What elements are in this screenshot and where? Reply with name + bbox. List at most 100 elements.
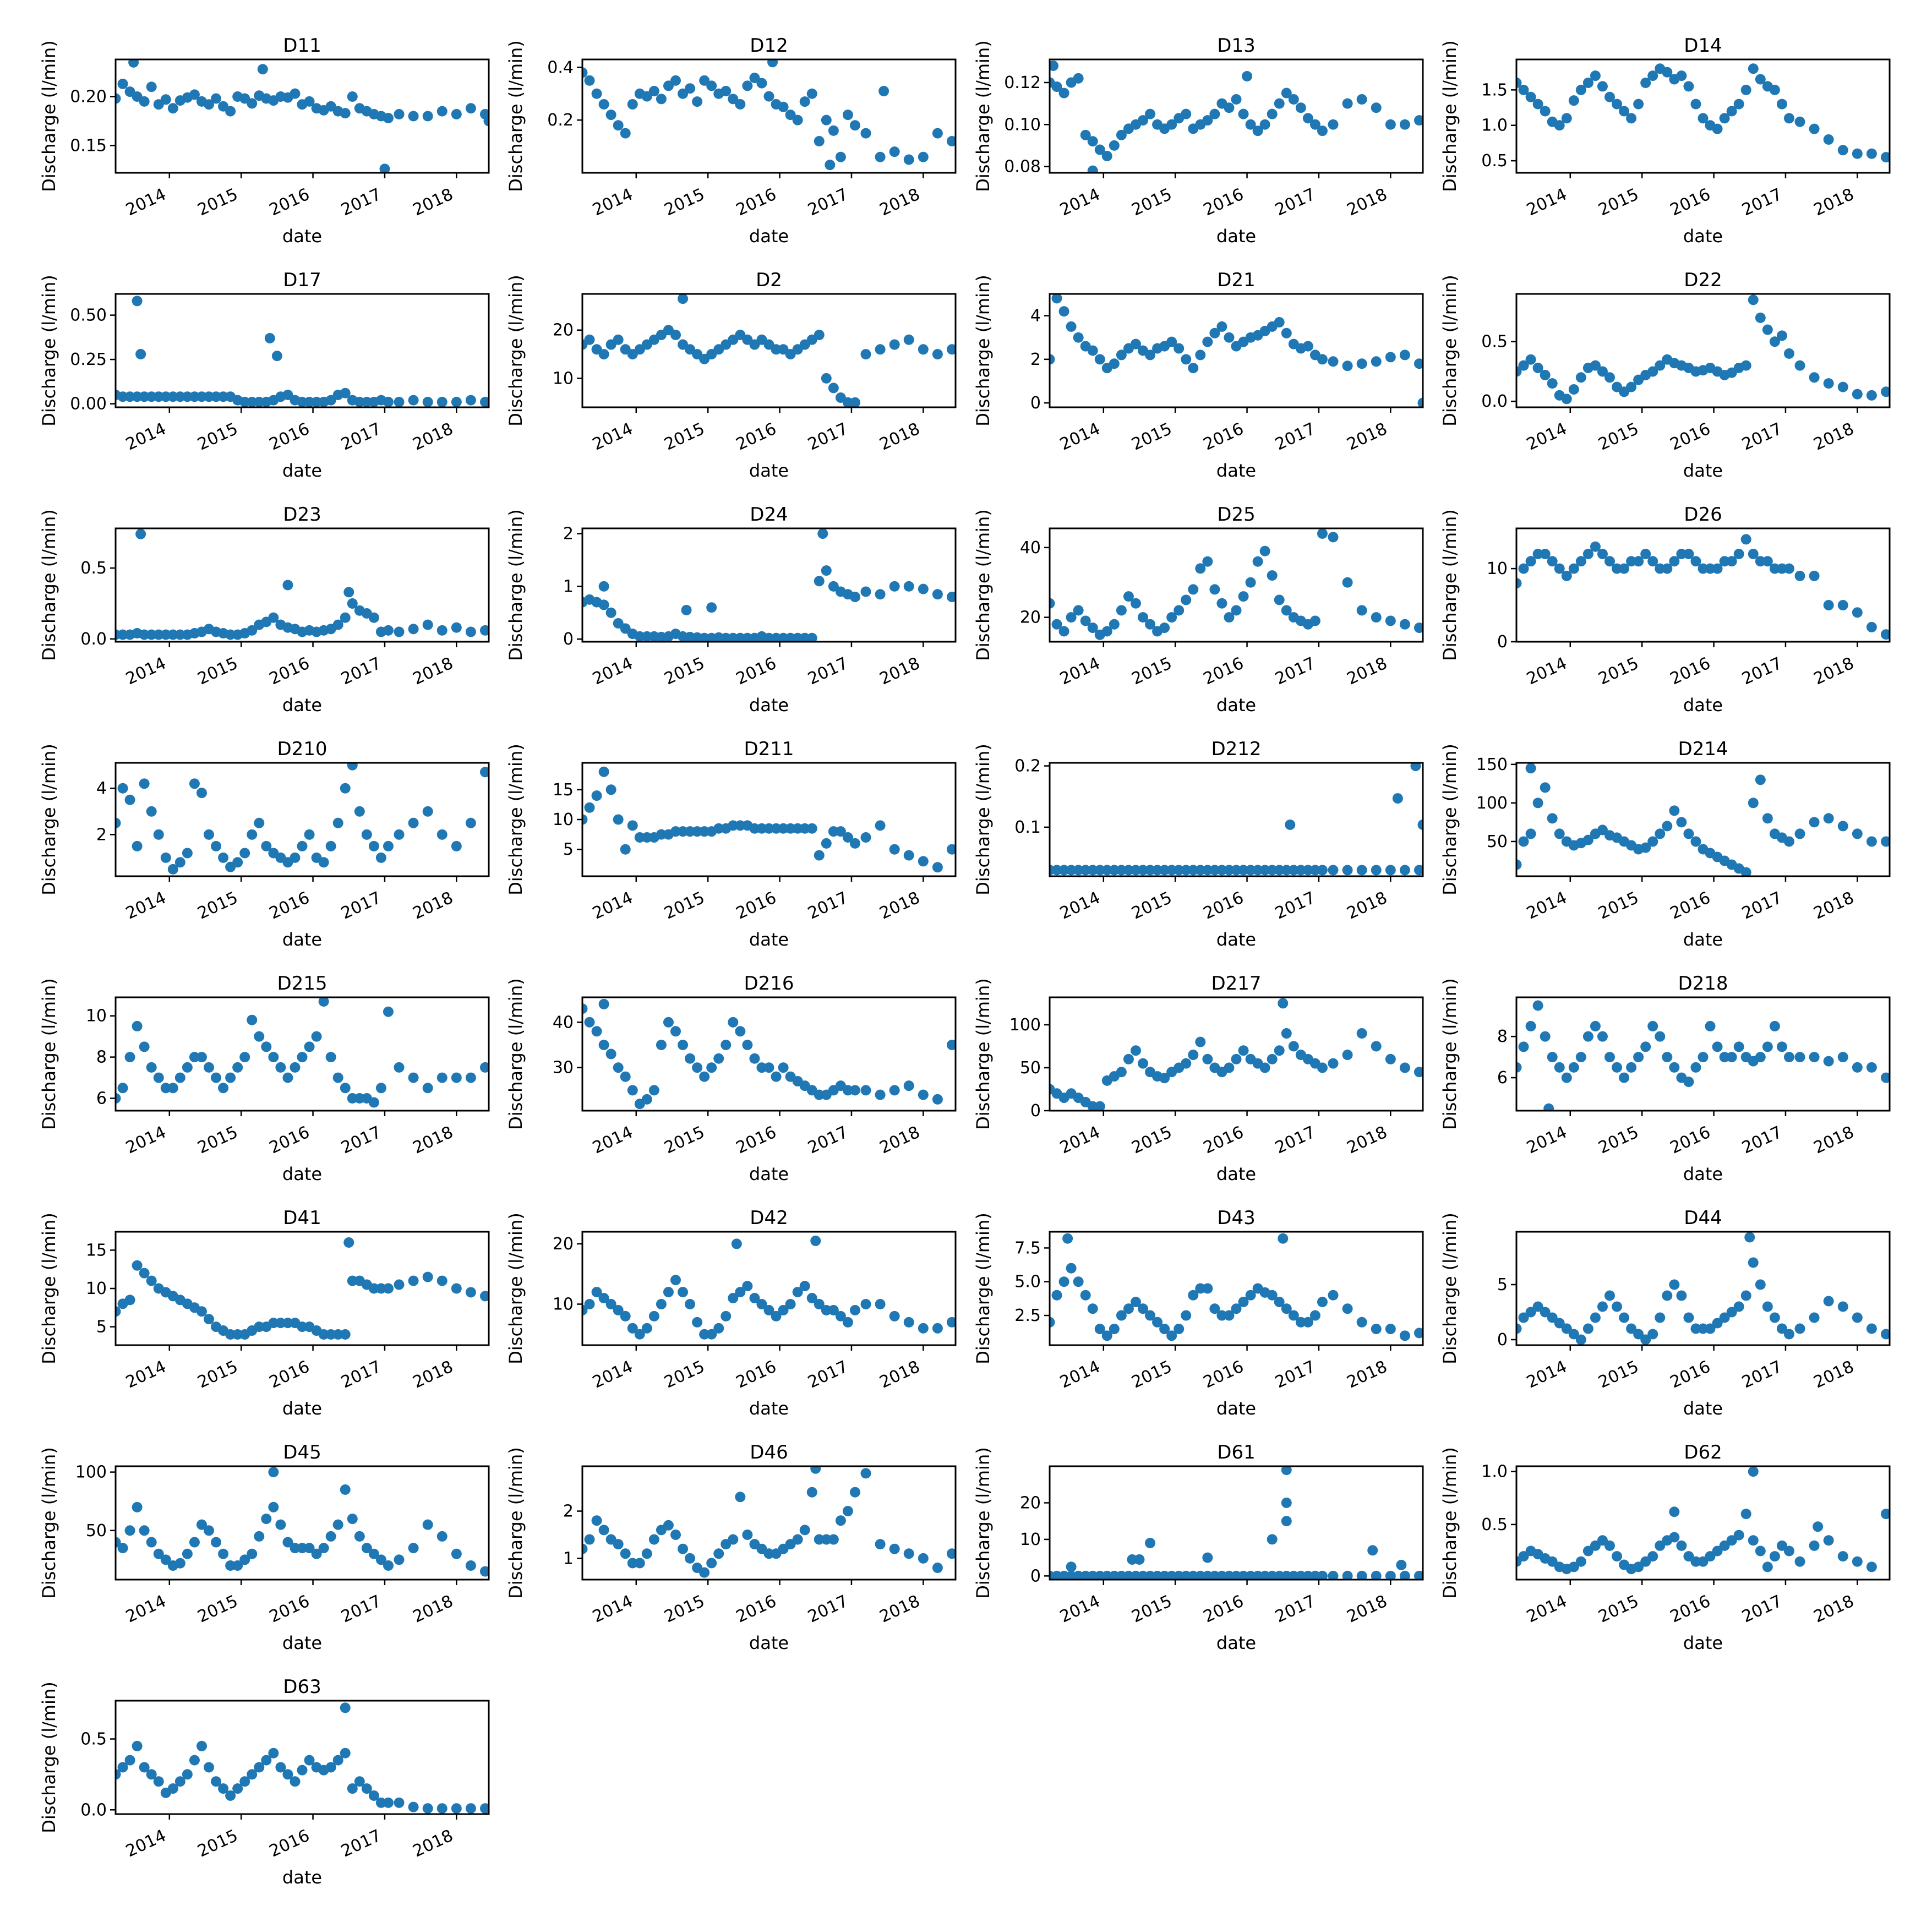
- data-point: [368, 612, 379, 623]
- panel-title: D24: [750, 504, 788, 526]
- data-point: [361, 396, 372, 407]
- panel-title: D21: [1217, 269, 1255, 291]
- data-point: [713, 823, 724, 834]
- data-point: [1371, 102, 1382, 113]
- data-point: [153, 629, 164, 640]
- data-point: [1181, 594, 1192, 605]
- data-point: [678, 826, 689, 837]
- panel-title: D25: [1217, 504, 1255, 526]
- data-point: [1755, 74, 1766, 85]
- data-point: [763, 91, 774, 102]
- data-point: [821, 565, 832, 576]
- data-point: [1051, 81, 1062, 92]
- data-point: [160, 391, 171, 402]
- data-point: [408, 395, 419, 406]
- y-tick-label: 20: [1020, 608, 1041, 627]
- data-point: [1080, 129, 1091, 140]
- data-point: [591, 88, 602, 99]
- data-point: [1295, 102, 1306, 113]
- data-point: [1145, 349, 1156, 361]
- data-point: [1726, 106, 1737, 117]
- data-point: [1669, 556, 1680, 567]
- y-tick-label: 10: [553, 369, 574, 388]
- data-point: [699, 75, 710, 86]
- data-point: [1633, 556, 1644, 567]
- data-point: [1516, 578, 1522, 589]
- data-point: [656, 94, 667, 105]
- y-tick-label: 0.10: [1004, 115, 1041, 134]
- data-point: [582, 814, 588, 825]
- y-tick-label: 0: [1030, 394, 1041, 413]
- data-point: [394, 108, 405, 119]
- y-tick-label: 0.08: [1004, 157, 1041, 177]
- data-point: [1740, 360, 1751, 371]
- data-point: [1794, 570, 1805, 581]
- data-point: [422, 1803, 433, 1814]
- y-tick-label: 0: [1497, 632, 1508, 652]
- data-point: [167, 103, 178, 114]
- data-point: [860, 128, 871, 139]
- data-point: [1050, 598, 1055, 609]
- data-point: [1561, 394, 1572, 405]
- data-point: [189, 391, 200, 402]
- data-point: [347, 91, 358, 102]
- scatter-points: [1516, 534, 1890, 640]
- y-axis-label: Discharge (l/min): [973, 509, 994, 660]
- data-point: [1066, 321, 1077, 332]
- data-point: [268, 1747, 279, 1758]
- data-point: [1087, 165, 1098, 173]
- data-point: [124, 794, 135, 805]
- data-point: [1662, 563, 1673, 574]
- data-point: [778, 101, 789, 112]
- data-point: [436, 829, 447, 840]
- plot-frame: [114, 527, 490, 643]
- y-axis-label: Discharge (l/min): [39, 509, 59, 660]
- y-axis-label: Discharge (l/min): [505, 40, 526, 192]
- data-point: [282, 580, 293, 591]
- data-point: [1209, 327, 1220, 338]
- data-point: [1568, 384, 1579, 395]
- data-point: [422, 619, 433, 630]
- data-point: [641, 631, 652, 642]
- plot-frame: [1515, 527, 1891, 643]
- plot-frame: [1049, 293, 1424, 408]
- data-point: [860, 586, 871, 597]
- data-point: [1626, 381, 1637, 392]
- data-point: [153, 391, 164, 402]
- data-point: [584, 334, 595, 345]
- data-point: [451, 622, 462, 633]
- y-tick-label: 0.0: [80, 630, 107, 649]
- x-axis-label: date: [1216, 460, 1256, 481]
- plot-frame: [1049, 58, 1424, 174]
- data-point: [1516, 77, 1522, 88]
- data-point: [297, 840, 308, 851]
- y-tick-label: 20: [553, 321, 574, 340]
- data-point: [767, 59, 778, 68]
- data-point: [828, 383, 839, 394]
- data-point: [1582, 549, 1593, 560]
- data-point: [749, 823, 760, 834]
- y-tick-label: 1: [563, 577, 574, 596]
- data-point: [1676, 70, 1687, 81]
- data-point: [1356, 605, 1367, 616]
- panel-title: D11: [283, 35, 321, 57]
- y-tick-label: 0.0: [80, 1800, 107, 1820]
- data-point: [670, 330, 681, 341]
- data-point: [1525, 556, 1536, 567]
- data-point: [1302, 341, 1313, 352]
- data-point: [1518, 563, 1529, 574]
- data-point: [1783, 563, 1794, 574]
- data-point: [304, 96, 315, 107]
- data-point: [1676, 549, 1687, 560]
- data-point: [1159, 622, 1170, 633]
- data-point: [735, 820, 746, 831]
- y-tick-label: 0.0: [1481, 392, 1508, 411]
- data-point: [742, 80, 753, 91]
- y-tick-label: 40: [1020, 538, 1041, 558]
- data-point: [1866, 621, 1877, 632]
- data-point: [174, 391, 185, 402]
- data-point: [196, 391, 207, 402]
- data-point: [656, 829, 667, 840]
- data-point: [1087, 136, 1098, 147]
